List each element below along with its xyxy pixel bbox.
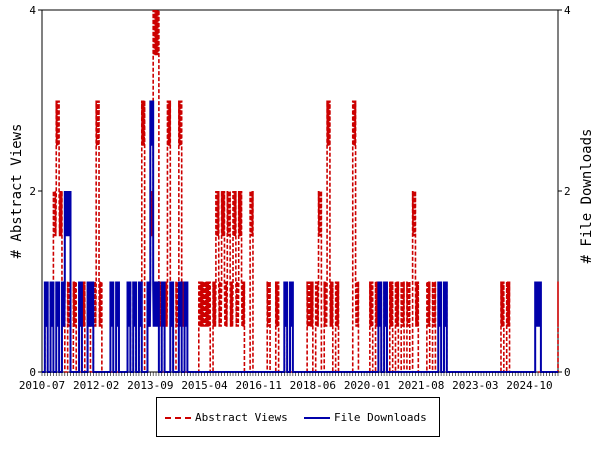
y-axis-left-title: # Abstract Views — [9, 124, 25, 259]
x-tick-label: 2021-08 — [398, 379, 444, 392]
legend-swatch-file-downloads — [304, 417, 330, 419]
y-right-tick-label: 2 — [564, 185, 571, 198]
x-tick-label: 2024-10 — [506, 379, 552, 392]
x-tick-label: 2018-06 — [290, 379, 336, 392]
y-axis-ticks: 0 0 2 2 4 4 — [29, 4, 571, 379]
x-axis-ticks: 2010-07 2012-02 2013-09 2015-04 2016-11 2018-… — [19, 372, 559, 392]
legend-label-file-downloads: File Downloads — [334, 411, 427, 424]
x-tick-label: 2015-04 — [181, 379, 228, 392]
x-tick-label: 2013-09 — [127, 379, 173, 392]
legend: Abstract Views File Downloads — [156, 397, 440, 437]
legend-swatch-abstract-views — [165, 417, 191, 419]
y-left-tick-label: 2 — [29, 185, 36, 198]
y-right-tick-label: 0 — [564, 366, 571, 379]
x-tick-label: 2020-01 — [344, 379, 390, 392]
x-tick-label: 2010-07 — [19, 379, 65, 392]
x-tick-label: 2016-11 — [235, 379, 281, 392]
y-right-tick-label: 4 — [564, 4, 571, 17]
y-axis-right-title: # File Downloads — [579, 129, 595, 264]
y-left-tick-label: 4 — [29, 4, 36, 17]
x-tick-label: 2012-02 — [73, 379, 119, 392]
x-tick-label: 2023-03 — [452, 379, 498, 392]
legend-label-abstract-views: Abstract Views — [195, 411, 288, 424]
y-left-tick-label: 0 — [29, 366, 36, 379]
